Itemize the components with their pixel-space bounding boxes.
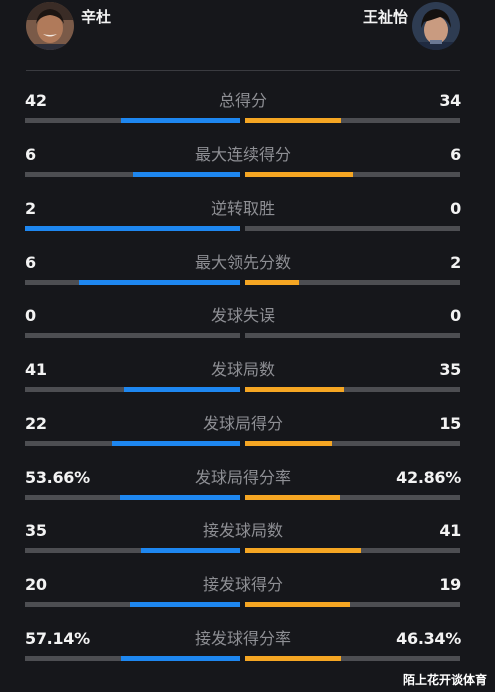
stat-row-service-point-rate: 53.66% 发球局得分率 42.86% bbox=[25, 469, 461, 509]
left-bar-fill bbox=[25, 226, 240, 231]
right-bar-track bbox=[245, 118, 460, 123]
header-divider bbox=[26, 70, 460, 71]
stat-row-total-points: 42 总得分 34 bbox=[25, 92, 461, 132]
left-bar-track bbox=[25, 548, 240, 553]
right-bar-track bbox=[245, 548, 460, 553]
stat-row-max-lead: 6 最大领先分数 2 bbox=[25, 254, 461, 294]
stat-row-receive-point-rate: 57.14% 接发球得分率 46.34% bbox=[25, 630, 461, 670]
stat-left-value: 6 bbox=[25, 253, 36, 272]
left-bar-track bbox=[25, 333, 240, 338]
right-bar-track bbox=[245, 656, 460, 661]
player-right-avatar bbox=[412, 2, 460, 50]
right-bar-track bbox=[245, 495, 460, 500]
left-bar-fill bbox=[112, 441, 240, 446]
stat-row-receive-games: 35 接发球局数 41 bbox=[25, 522, 461, 562]
right-bar-track bbox=[245, 602, 460, 607]
stat-left-value: 42 bbox=[25, 91, 47, 110]
player-photo-icon bbox=[26, 2, 74, 50]
stat-right-value: 34 bbox=[439, 91, 461, 110]
left-bar-fill bbox=[78, 280, 240, 285]
stat-right-value: 35 bbox=[439, 360, 461, 379]
watermark: 陌上花开谈体育 bbox=[402, 673, 487, 687]
right-bar-fill bbox=[245, 656, 342, 661]
right-bar-track bbox=[245, 333, 460, 338]
left-bar-track bbox=[25, 495, 240, 500]
stat-label: 发球局得分 bbox=[202, 414, 283, 433]
stat-label: 接发球局数 bbox=[202, 521, 283, 540]
stat-right-value: 46.34% bbox=[396, 629, 461, 648]
left-bar-fill bbox=[120, 495, 240, 500]
stat-right-value: 6 bbox=[450, 145, 461, 164]
right-bar-fill bbox=[245, 548, 361, 553]
left-bar-track bbox=[25, 387, 240, 392]
right-bar-track bbox=[245, 226, 460, 231]
stat-right-value: 41 bbox=[439, 521, 461, 540]
stat-label: 最大领先分数 bbox=[194, 253, 291, 272]
stat-label: 总得分 bbox=[218, 91, 267, 110]
right-bar-fill bbox=[245, 387, 345, 392]
left-bar-fill bbox=[124, 387, 240, 392]
left-bar-track bbox=[25, 172, 240, 177]
right-bar-track bbox=[245, 172, 460, 177]
stat-left-value: 35 bbox=[25, 521, 47, 540]
player-left-avatar bbox=[26, 2, 74, 50]
left-bar-track bbox=[25, 118, 240, 123]
stat-right-value: 42.86% bbox=[396, 468, 461, 487]
stat-left-value: 2 bbox=[25, 199, 36, 218]
left-bar-track bbox=[25, 280, 240, 285]
stat-left-value: 57.14% bbox=[25, 629, 90, 648]
player-photo-icon bbox=[412, 2, 460, 50]
stat-right-value: 19 bbox=[439, 575, 461, 594]
left-bar-track bbox=[25, 226, 240, 231]
stat-row-receive-points: 20 接发球得分 19 bbox=[25, 576, 461, 616]
left-bar-fill bbox=[140, 548, 240, 553]
stat-left-value: 22 bbox=[25, 414, 47, 433]
stat-label: 逆转取胜 bbox=[210, 199, 275, 218]
right-bar-track bbox=[245, 441, 460, 446]
stat-row-comebacks: 2 逆转取胜 0 bbox=[25, 200, 461, 240]
right-bar-fill bbox=[245, 495, 341, 500]
left-bar-track bbox=[25, 441, 240, 446]
right-bar-fill bbox=[245, 280, 299, 285]
right-bar-fill bbox=[245, 118, 342, 123]
stat-right-value: 2 bbox=[450, 253, 461, 272]
stat-row-service-errors: 0 发球失误 0 bbox=[25, 307, 461, 347]
stat-left-value: 20 bbox=[25, 575, 47, 594]
player-left-name: 辛杜 bbox=[81, 8, 112, 26]
left-bar-fill bbox=[129, 602, 240, 607]
right-bar-fill bbox=[245, 172, 353, 177]
right-bar-track bbox=[245, 280, 460, 285]
left-bar-fill bbox=[132, 172, 240, 177]
stat-left-value: 0 bbox=[25, 306, 36, 325]
left-bar-track bbox=[25, 602, 240, 607]
stat-right-value: 0 bbox=[450, 199, 461, 218]
right-bar-fill bbox=[245, 602, 350, 607]
stat-label: 最大连续得分 bbox=[194, 145, 291, 164]
stat-label: 发球失误 bbox=[210, 306, 275, 325]
stat-row-max-streak: 6 最大连续得分 6 bbox=[25, 146, 461, 186]
left-bar-track bbox=[25, 656, 240, 661]
stat-row-service-games: 41 发球局数 35 bbox=[25, 361, 461, 401]
stat-right-value: 15 bbox=[439, 414, 461, 433]
left-bar-fill bbox=[121, 656, 240, 661]
stat-row-service-points: 22 发球局得分 15 bbox=[25, 415, 461, 455]
stat-right-value: 0 bbox=[450, 306, 461, 325]
stat-label: 接发球得分率 bbox=[194, 629, 291, 648]
stat-label: 接发球得分 bbox=[202, 575, 283, 594]
right-bar-fill bbox=[245, 441, 333, 446]
stat-label: 发球局数 bbox=[210, 360, 275, 379]
right-bar-track bbox=[245, 387, 460, 392]
left-bar-fill bbox=[121, 118, 240, 123]
stat-label: 发球局得分率 bbox=[194, 468, 291, 487]
stat-left-value: 41 bbox=[25, 360, 47, 379]
player-right-name: 王祉怡 bbox=[362, 8, 408, 26]
stat-left-value: 53.66% bbox=[25, 468, 90, 487]
stat-left-value: 6 bbox=[25, 145, 36, 164]
